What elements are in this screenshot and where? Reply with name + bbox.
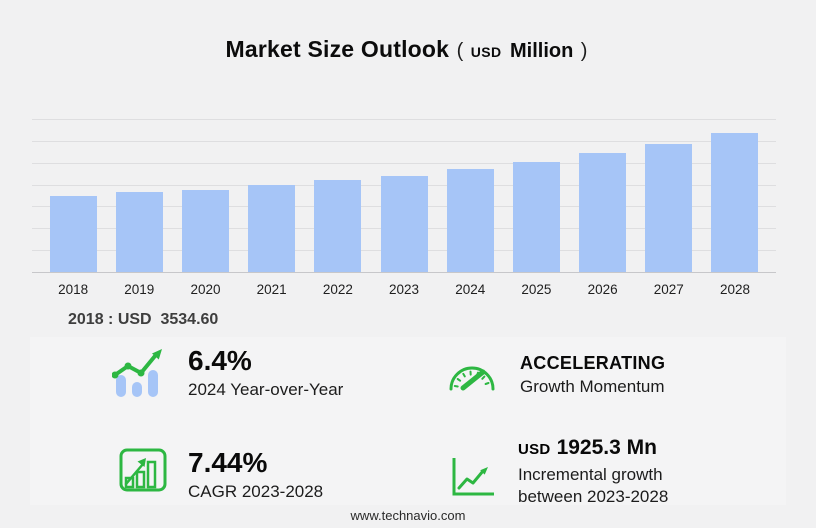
incremental-label-line1: Incremental growth (518, 465, 663, 484)
bar-slot-2026 (570, 153, 636, 273)
bar-slot-2018 (40, 195, 106, 273)
bar-slot-2025 (503, 161, 569, 273)
gridline-6000 (32, 140, 776, 142)
bar-slot-2022 (305, 180, 371, 273)
bar-slot-2028 (702, 133, 768, 273)
x-tick-2020: 2020 (190, 282, 221, 297)
yoy-value: 6.4% (188, 345, 252, 376)
incremental-label-line2: between 2023-2028 (518, 487, 669, 506)
bar-2020 (181, 190, 229, 273)
bar-2023 (380, 175, 428, 273)
incremental-value: 1925.3 Mn (556, 436, 657, 459)
footer: www.technavio.com (0, 508, 816, 523)
gridline-7000 (32, 119, 776, 120)
incremental-value-row: USD 1925.3 Mn (518, 436, 668, 460)
unit-open-paren: ( (456, 40, 464, 62)
speedometer-icon (446, 356, 498, 396)
growth-chart-icon (118, 447, 168, 493)
x-axis-line (32, 272, 776, 273)
chart-title: Market Size Outlook ( USD Million ) (0, 36, 816, 63)
bar-slot-2024 (437, 169, 503, 273)
unit-currency: USD (470, 44, 502, 60)
gridline-5000 (32, 162, 776, 164)
stat-yoy: 6.4% 2024 Year-over-Year (112, 345, 343, 401)
x-tick-2025: 2025 (521, 282, 552, 297)
stat-incremental: USD 1925.3 Mn Incremental growth between … (450, 436, 668, 508)
cagr-value: 7.44% (188, 447, 268, 478)
x-tick-2028: 2028 (719, 282, 750, 297)
bar-2028 (711, 133, 759, 273)
footer-url-link[interactable]: www.technavio.com (350, 508, 466, 523)
x-tick-2019: 2019 (124, 282, 155, 297)
x-tick-2027: 2027 (653, 282, 684, 297)
bar-2027 (645, 144, 693, 273)
bar-2021 (248, 185, 296, 273)
x-tick-2021: 2021 (256, 282, 287, 297)
incremental-value-prefix: USD (518, 441, 551, 458)
yoy-label: 2024 Year-over-Year (188, 380, 344, 399)
cagr-label: CAGR 2023-2028 (188, 482, 324, 501)
bar-2026 (579, 153, 627, 273)
line-growth-icon (450, 456, 496, 498)
bar-chart-plot (32, 119, 776, 273)
chart-title-text: Market Size Outlook (225, 36, 450, 62)
bar-2024 (446, 169, 494, 273)
x-tick-2024: 2024 (455, 282, 486, 297)
trend-bars-icon (112, 345, 170, 399)
bar-slot-2027 (636, 144, 702, 273)
base-year-value-note: 2018 : USD 3534.60 (68, 311, 219, 328)
bar-2019 (115, 192, 163, 273)
bar-slot-2020 (172, 190, 238, 273)
stat-momentum: ACCELERATING Growth Momentum (446, 352, 665, 398)
bar-slot-2021 (239, 185, 305, 273)
bar-2025 (512, 161, 560, 273)
bar-slot-2023 (371, 175, 437, 273)
x-axis-labels: 2018 2019 2020 2021 2022 2023 2024 2025 2026 2027… (40, 282, 768, 297)
momentum-value: ACCELERATING (520, 353, 666, 373)
unit-close-paren: ) (580, 40, 588, 62)
momentum-label: Growth Momentum (520, 377, 665, 396)
stat-cagr: 7.44% CAGR 2023-2028 (118, 447, 323, 503)
bar-2018 (49, 195, 97, 273)
x-tick-2018: 2018 (58, 282, 89, 297)
unit-word: Million (509, 40, 574, 62)
x-tick-2022: 2022 (322, 282, 353, 297)
bar-2022 (314, 180, 362, 273)
x-tick-2026: 2026 (587, 282, 618, 297)
bar-slot-2019 (106, 192, 172, 273)
x-tick-2023: 2023 (389, 282, 420, 297)
bar-series (40, 120, 768, 273)
